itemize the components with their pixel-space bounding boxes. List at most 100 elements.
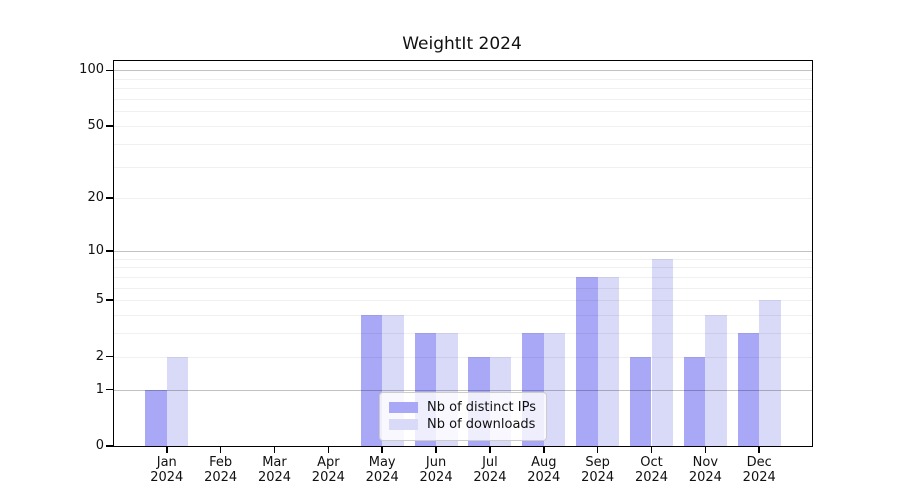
y-tick-20 [106, 197, 113, 199]
y-tick-50 [106, 125, 113, 127]
y-tick-label-2: 2 [95, 348, 104, 364]
gridline-minor-50 [114, 126, 812, 128]
x-tick-mar [273, 447, 276, 453]
x-tick-may [381, 447, 383, 453]
x-tick-label-month: Aug [531, 455, 557, 470]
y-tick-label-0: 0 [95, 438, 104, 453]
gridline-minor-30 [114, 166, 812, 168]
gridline-minor-6 [114, 287, 812, 289]
gridline-major-100 [114, 70, 812, 72]
plot-area: 0 1 2 5 10 20 50 100 Jan 2024 Feb 2024 Mar 2024 Apr 202… [79, 60, 813, 485]
gridline-minor-90 [114, 78, 812, 80]
legend-item-distinct-ips: Nb of distinct IPs [389, 400, 536, 415]
y-tick-100 [106, 69, 113, 72]
x-tick-label-year: 2024 [634, 470, 669, 485]
x-tick-label-year: 2024 [150, 470, 184, 485]
x-tick-label-month: Mar [262, 455, 287, 470]
x-tick-apr [327, 447, 330, 453]
y-tick-5 [106, 299, 113, 301]
y-tick-label-10: 10 [87, 242, 104, 258]
y-tick-0 [106, 445, 113, 447]
legend-swatch-distinct-ips [389, 402, 419, 413]
x-tick-label-year: 2024 [742, 470, 776, 485]
x-tick-label-year: 2024 [257, 470, 292, 485]
bar-aug-downloads [543, 333, 566, 446]
x-tick-label-month: Jul [482, 455, 498, 470]
bar-sep-downloads [597, 276, 620, 446]
x-tick-dec [758, 447, 760, 453]
x-tick-label-sep: Sep 2024 [570, 455, 626, 485]
x-tick-label-dec: Dec 2024 [731, 455, 787, 485]
x-tick-feb [219, 447, 222, 453]
x-tick-label-may: May 2024 [354, 455, 410, 485]
x-tick-label-year: 2024 [581, 470, 615, 485]
bar-sep-distinct-ips [576, 276, 598, 446]
gridline-minor-40 [114, 143, 812, 145]
bar-oct-distinct-ips [629, 356, 652, 446]
bar-oct-downloads [651, 258, 674, 446]
gridline-minor-9 [114, 258, 812, 260]
x-tick-label-month: Sep [585, 455, 610, 470]
legend-swatch-downloads [389, 419, 419, 430]
gridline-minor-2 [114, 356, 812, 358]
bar-dec-distinct-ips [737, 333, 760, 446]
gridline-minor-4 [114, 315, 812, 317]
x-tick-label-mar: Mar 2024 [246, 455, 302, 485]
x-tick-label-apr: Apr 2024 [300, 455, 356, 485]
x-tick-label-feb: Feb 2024 [193, 455, 249, 485]
x-tick-label-month: Dec [746, 455, 772, 470]
x-tick-label-year: 2024 [688, 470, 722, 485]
x-tick-jan [166, 447, 168, 453]
x-tick-label-month: May [368, 455, 396, 470]
x-tick-label-jul: Jul 2024 [462, 455, 518, 485]
gridline-major-10 [114, 250, 812, 252]
bar-may-distinct-ips [360, 315, 383, 446]
x-tick-label-month: Oct [640, 455, 663, 470]
gridline-minor-70 [114, 99, 812, 101]
y-tick-label-20: 20 [87, 190, 104, 206]
chart-title: WeightIt 2024 [402, 34, 522, 54]
legend-label-distinct-ips: Nb of distinct IPs [427, 400, 536, 415]
y-tick-1 [106, 388, 113, 391]
x-tick-aug [543, 447, 545, 453]
bar-dec-downloads [759, 300, 781, 446]
x-tick-label-oct: Oct 2024 [624, 455, 680, 485]
gridline-minor-80 [114, 88, 812, 90]
legend-item-downloads: Nb of downloads [389, 417, 536, 432]
x-tick-label-month: Feb [209, 455, 233, 470]
y-tick-label-5: 5 [95, 292, 104, 308]
gridline-minor-5 [114, 300, 812, 302]
x-tick-nov [704, 447, 707, 453]
x-tick-oct [650, 447, 653, 453]
y-tick-label-1: 1 [95, 381, 104, 397]
x-tick-label-month: Nov [692, 455, 719, 470]
bar-nov-downloads [705, 315, 727, 446]
x-tick-label-nov: Nov 2024 [677, 455, 733, 485]
legend: Nb of distinct IPs Nb of downloads [379, 392, 547, 441]
gridline-minor-8 [114, 267, 812, 269]
bar-nov-distinct-ips [683, 356, 706, 446]
x-tick-label-year: 2024 [527, 470, 561, 485]
x-tick-label-month: Jan [156, 455, 177, 470]
x-tick-label-month: Apr [317, 455, 340, 470]
gridline-minor-7 [114, 276, 812, 278]
bar-jan-downloads [166, 356, 189, 446]
x-tick-jun [435, 447, 437, 453]
y-tick-10 [106, 250, 113, 252]
x-tick-label-year: 2024 [419, 470, 453, 485]
legend-label-downloads: Nb of downloads [427, 417, 536, 432]
x-tick-jul [489, 447, 491, 453]
y-tick-label-50: 50 [87, 118, 104, 134]
x-tick-label-month: Jun [425, 455, 447, 470]
gridline-major-1 [114, 389, 812, 391]
gridline-minor-20 [114, 198, 812, 200]
y-tick-2 [106, 355, 113, 358]
gridline-minor-60 [114, 111, 812, 113]
x-tick-label-year: 2024 [473, 470, 507, 485]
bar-jan-distinct-ips [145, 389, 167, 446]
x-tick-label-year: 2024 [311, 470, 345, 485]
x-tick-label-year: 2024 [365, 470, 399, 485]
x-tick-sep [596, 447, 599, 453]
x-tick-label-year: 2024 [204, 470, 238, 485]
